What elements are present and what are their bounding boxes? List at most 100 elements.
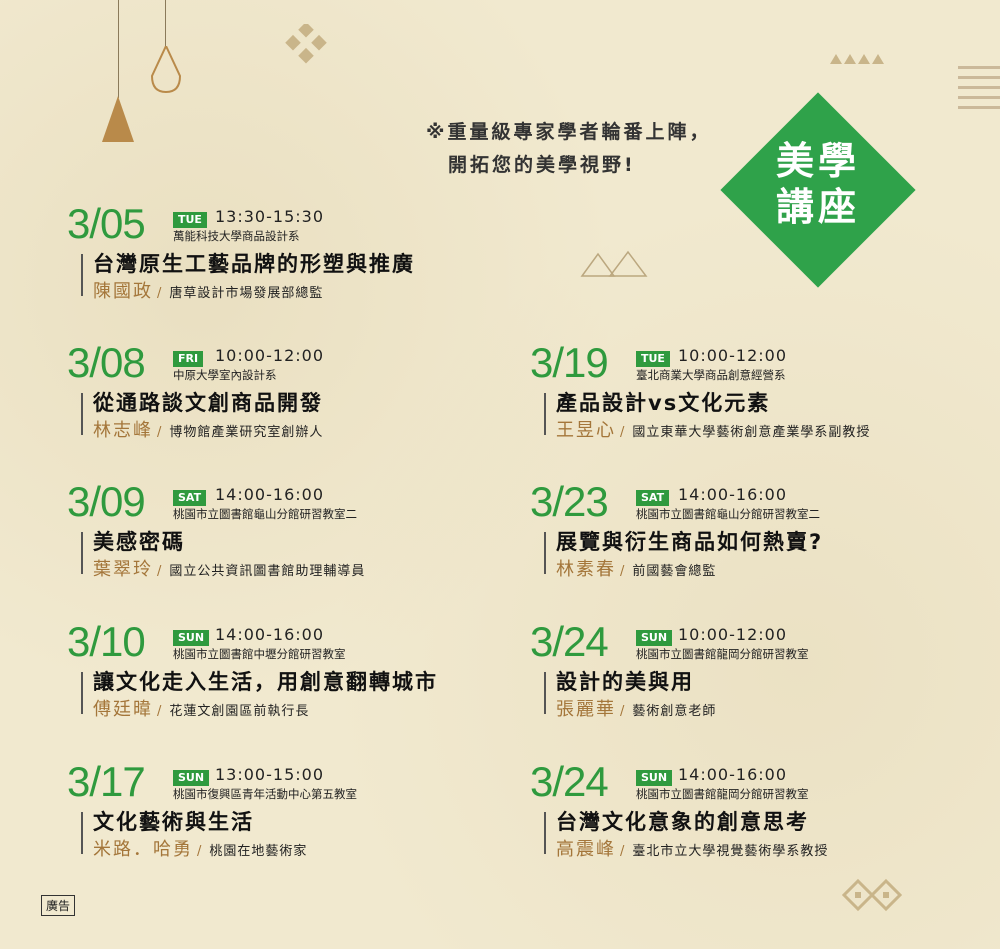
event-divider: [81, 393, 83, 435]
event-date: 3/19: [530, 339, 609, 386]
event-speaker: 傅廷暐 / 花蓮文創園區前執行長: [93, 695, 309, 721]
event-divider: [81, 812, 83, 854]
event-day-badge: SAT: [173, 490, 207, 506]
event-venue: 桃園市立圖書館龜山分館研習教室二: [636, 507, 820, 521]
event-title: 展覽與衍生商品如何熱賣?: [556, 530, 824, 554]
event-date: 3/23: [530, 478, 609, 525]
badge-line-2: 講座: [775, 185, 860, 229]
event-venue: 桃園市立圖書館龜山分館研習教室二: [173, 507, 357, 521]
speaker-name: 張麗華: [556, 699, 616, 720]
intro-text: ※重量級專家學者輪番上陣， 開拓您的美學視野!: [426, 116, 766, 182]
event-title: 台灣文化意象的創意思考: [556, 810, 809, 834]
event-time: 14:00-16:00: [215, 485, 324, 504]
ad-label: 廣告: [41, 895, 76, 916]
speaker-name: 高震峰: [556, 839, 616, 860]
slash: /: [620, 425, 627, 440]
event-speaker: 林志峰 / 博物館產業研究室創辦人: [93, 416, 323, 442]
event-7: 3/23 SAT 14:00-16:00 桃園市立圖書館龜山分館研習教室二 展覽…: [530, 478, 1000, 596]
event-day-badge: SUN: [173, 630, 210, 646]
event-day-badge: SAT: [636, 490, 670, 506]
event-4: 3/10 SUN 14:00-16:00 桃園市立圖書館中壢分館研習教室 讓文化…: [67, 618, 537, 736]
event-date: 3/05: [67, 200, 146, 247]
lamp-cord-right: [165, 0, 166, 48]
event-speaker: 米路．哈勇 / 桃園在地藝術家: [93, 835, 307, 861]
event-speaker: 林素春 / 前國藝會總監: [556, 555, 716, 581]
speaker-name: 王昱心: [556, 420, 616, 441]
speaker-role: 國立東華大學藝術創意產業學系副教授: [632, 425, 871, 440]
event-title: 讓文化走入生活，用創意翻轉城市: [93, 670, 438, 694]
event-venue: 桃園市立圖書館龍岡分館研習教室: [636, 787, 809, 801]
event-venue: 桃園市立圖書館中壢分館研習教室: [173, 647, 346, 661]
event-date: 3/24: [530, 618, 609, 665]
slash: /: [620, 564, 627, 579]
speaker-role: 臺北市立大學視覺藝術學系教授: [632, 844, 829, 859]
event-divider: [544, 532, 546, 574]
event-date: 3/17: [67, 758, 146, 805]
badge-line-1: 美學: [775, 139, 860, 183]
event-time: 13:30-15:30: [215, 207, 324, 226]
event-8: 3/24 SUN 10:00-12:00 桃園市立圖書館龍岡分館研習教室 設計的…: [530, 618, 1000, 736]
event-divider: [81, 672, 83, 714]
event-title: 設計的美與用: [556, 670, 694, 694]
event-title: 美感密碼: [93, 530, 185, 554]
event-day-badge: SUN: [636, 630, 673, 646]
badge-text: 美學 講座: [720, 138, 916, 230]
speaker-name: 葉翠玲: [93, 559, 153, 580]
event-divider: [544, 393, 546, 435]
event-day-badge: FRI: [173, 351, 204, 367]
event-time: 14:00-16:00: [215, 625, 324, 644]
event-date: 3/08: [67, 339, 146, 386]
speaker-name: 傅廷暐: [93, 699, 153, 720]
event-2: 3/08 FRI 10:00-12:00 中原大學室內設計系 從通路談文創商品開…: [67, 339, 537, 457]
speaker-name: 林志峰: [93, 420, 153, 441]
event-venue: 萬能科技大學商品設計系: [173, 229, 300, 243]
speaker-name: 米路．哈勇: [93, 839, 193, 860]
lecture-badge: 美學 講座: [720, 92, 916, 288]
intro-line-1: ※重量級專家學者輪番上陣，: [426, 121, 712, 143]
event-title: 從通路談文創商品開發: [93, 391, 323, 415]
lamp-right-icon: [150, 46, 182, 94]
event-day-badge: TUE: [173, 212, 207, 228]
event-day-badge: TUE: [636, 351, 670, 367]
event-time: 13:00-15:00: [215, 765, 324, 784]
slash: /: [197, 844, 204, 859]
decorative-lines: [958, 66, 1000, 116]
event-venue: 桃園市復興區青年活動中心第五教室: [173, 787, 357, 801]
event-speaker: 張麗華 / 藝術創意老師: [556, 695, 716, 721]
event-date: 3/10: [67, 618, 146, 665]
slash: /: [157, 564, 164, 579]
event-5: 3/17 SUN 13:00-15:00 桃園市復興區青年活動中心第五教室 文化…: [67, 758, 537, 876]
slash: /: [157, 425, 164, 440]
speaker-role: 藝術創意老師: [632, 704, 717, 719]
event-title: 文化藝術與生活: [93, 810, 254, 834]
event-divider: [81, 532, 83, 574]
event-time: 10:00-12:00: [678, 346, 787, 365]
event-venue: 中原大學室內設計系: [173, 368, 277, 382]
slash: /: [157, 704, 164, 719]
event-venue: 臺北商業大學商品創意經營系: [636, 368, 786, 382]
lamp-left-icon: [102, 96, 134, 142]
event-divider: [544, 672, 546, 714]
event-time: 14:00-16:00: [678, 765, 787, 784]
diamond-outline-pattern-icon: [841, 878, 903, 912]
intro-line-2: 開拓您的美學視野!: [448, 154, 636, 176]
event-divider: [544, 812, 546, 854]
event-time: 14:00-16:00: [678, 485, 787, 504]
triangles-row-icon: [830, 54, 884, 64]
speaker-name: 陳國政: [93, 281, 153, 302]
event-venue: 桃園市立圖書館龍岡分館研習教室: [636, 647, 809, 661]
event-divider: [81, 254, 83, 296]
event-speaker: 陳國政 / 唐草設計市場發展部總監: [93, 277, 323, 303]
event-9: 3/24 SUN 14:00-16:00 桃園市立圖書館龍岡分館研習教室 台灣文…: [530, 758, 1000, 876]
lamp-cord-left: [118, 0, 119, 98]
slash: /: [620, 844, 627, 859]
event-date: 3/09: [67, 478, 146, 525]
event-speaker: 葉翠玲 / 國立公共資訊圖書館助理輔導員: [93, 555, 365, 581]
outline-triangles-icon: [580, 250, 648, 277]
speaker-role: 國立公共資訊圖書館助理輔導員: [169, 564, 366, 579]
speaker-role: 桃園在地藝術家: [209, 844, 308, 859]
event-day-badge: SUN: [636, 770, 673, 786]
event-speaker: 王昱心 / 國立東華大學藝術創意產業學系副教授: [556, 416, 870, 442]
speaker-role: 前國藝會總監: [632, 564, 717, 579]
speaker-role: 花蓮文創園區前執行長: [169, 704, 310, 719]
